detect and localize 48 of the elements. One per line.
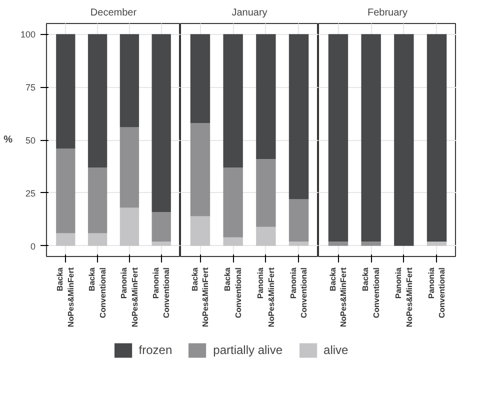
bar bbox=[56, 34, 76, 148]
bar bbox=[88, 233, 108, 246]
legend-label: alive bbox=[324, 343, 348, 357]
x-tick-label: Panonia Conventional bbox=[426, 266, 447, 318]
chart-title: January bbox=[232, 8, 268, 18]
x-tick-label: Backa Conventional bbox=[88, 266, 108, 318]
legend-label: partially alive bbox=[213, 343, 283, 357]
x-tick-label: Panonia Conventional bbox=[151, 266, 172, 318]
legend-label: frozen bbox=[138, 343, 172, 357]
chart-title: February bbox=[367, 8, 408, 18]
y-tick-label: 75 bbox=[25, 82, 36, 93]
bar bbox=[223, 168, 243, 238]
bar bbox=[288, 34, 309, 200]
bar bbox=[223, 34, 243, 168]
bar bbox=[288, 199, 309, 242]
bar bbox=[190, 34, 210, 124]
bar bbox=[88, 34, 108, 168]
y-tick-label: 100 bbox=[20, 30, 36, 40]
bar bbox=[190, 216, 210, 246]
y-tick-label: 0 bbox=[30, 241, 36, 252]
x-tick-label: Backa NoPes&MinFert bbox=[56, 266, 76, 328]
x-tick-label: Backa NoPes&MinFert bbox=[190, 266, 210, 328]
bar bbox=[56, 148, 76, 234]
bar bbox=[120, 208, 140, 246]
bar bbox=[120, 127, 140, 208]
chart-title: December bbox=[90, 8, 138, 18]
bar bbox=[256, 159, 276, 227]
bar bbox=[56, 233, 76, 246]
x-tick-label: Backa NoPes&MinFert bbox=[328, 266, 348, 328]
bar bbox=[256, 34, 276, 160]
y-axis-title: % bbox=[4, 134, 13, 146]
bar bbox=[190, 123, 210, 216]
bar bbox=[288, 242, 309, 246]
x-tick-label: Backa Conventional bbox=[361, 266, 381, 318]
x-tick-label: Backa Conventional bbox=[223, 266, 243, 318]
bar bbox=[256, 226, 276, 246]
bar bbox=[152, 242, 171, 246]
x-tick-label: Panonia NoPes&MinFert bbox=[256, 266, 276, 328]
y-tick-label: 50 bbox=[25, 136, 36, 146]
x-tick-label: Panonia NoPes&MinFert bbox=[120, 266, 140, 328]
bar bbox=[152, 212, 171, 242]
x-tick-label: Panonia Conventional bbox=[288, 266, 309, 318]
bar bbox=[88, 168, 108, 234]
y-tick-label: 25 bbox=[25, 188, 36, 198]
bar bbox=[120, 34, 140, 128]
bar bbox=[152, 34, 171, 212]
bar bbox=[223, 237, 243, 246]
x-tick-label: Panonia NoPes&MinFert bbox=[394, 266, 414, 328]
